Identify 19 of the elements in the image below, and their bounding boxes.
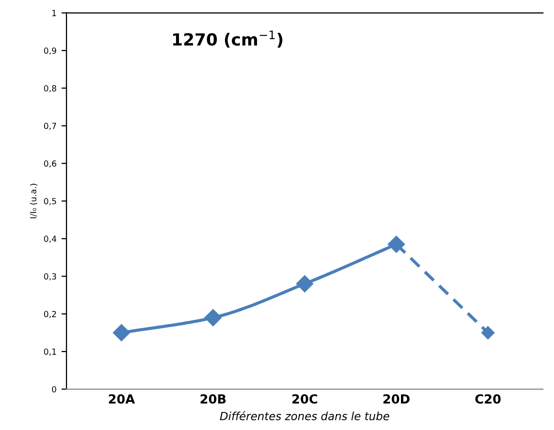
text: 1270 (cm$^{−1}$) bbox=[173, 30, 282, 48]
y-tick-label: 0,5 bbox=[44, 198, 56, 206]
x-axis-title: Différentes zones dans le tube bbox=[220, 411, 390, 420]
x-tick-label: 20A bbox=[108, 394, 135, 404]
y-tick-label: 0,2 bbox=[44, 310, 56, 318]
y-tick-label: 0 bbox=[52, 386, 56, 392]
y-tick-label: 1 bbox=[52, 10, 56, 16]
x-tick-label: C20 bbox=[475, 394, 501, 404]
y-tick-label: 0,7 bbox=[44, 122, 56, 130]
y-tick-label: 0,9 bbox=[44, 48, 56, 55]
y-tick-label: 0,1 bbox=[44, 348, 56, 356]
x-tick-label: 20D bbox=[383, 394, 410, 404]
y-axis-title: I/I₀ (u.a.) bbox=[30, 184, 38, 218]
x-tick-label: 20B bbox=[200, 394, 226, 404]
y-tick-label: 0,8 bbox=[44, 85, 56, 92]
x-tick-label: 20C bbox=[292, 394, 318, 404]
y-tick-label: 0,3 bbox=[44, 273, 56, 280]
y-tick-label: 0,4 bbox=[44, 236, 56, 243]
y-tick-label: 0,6 bbox=[44, 160, 56, 168]
